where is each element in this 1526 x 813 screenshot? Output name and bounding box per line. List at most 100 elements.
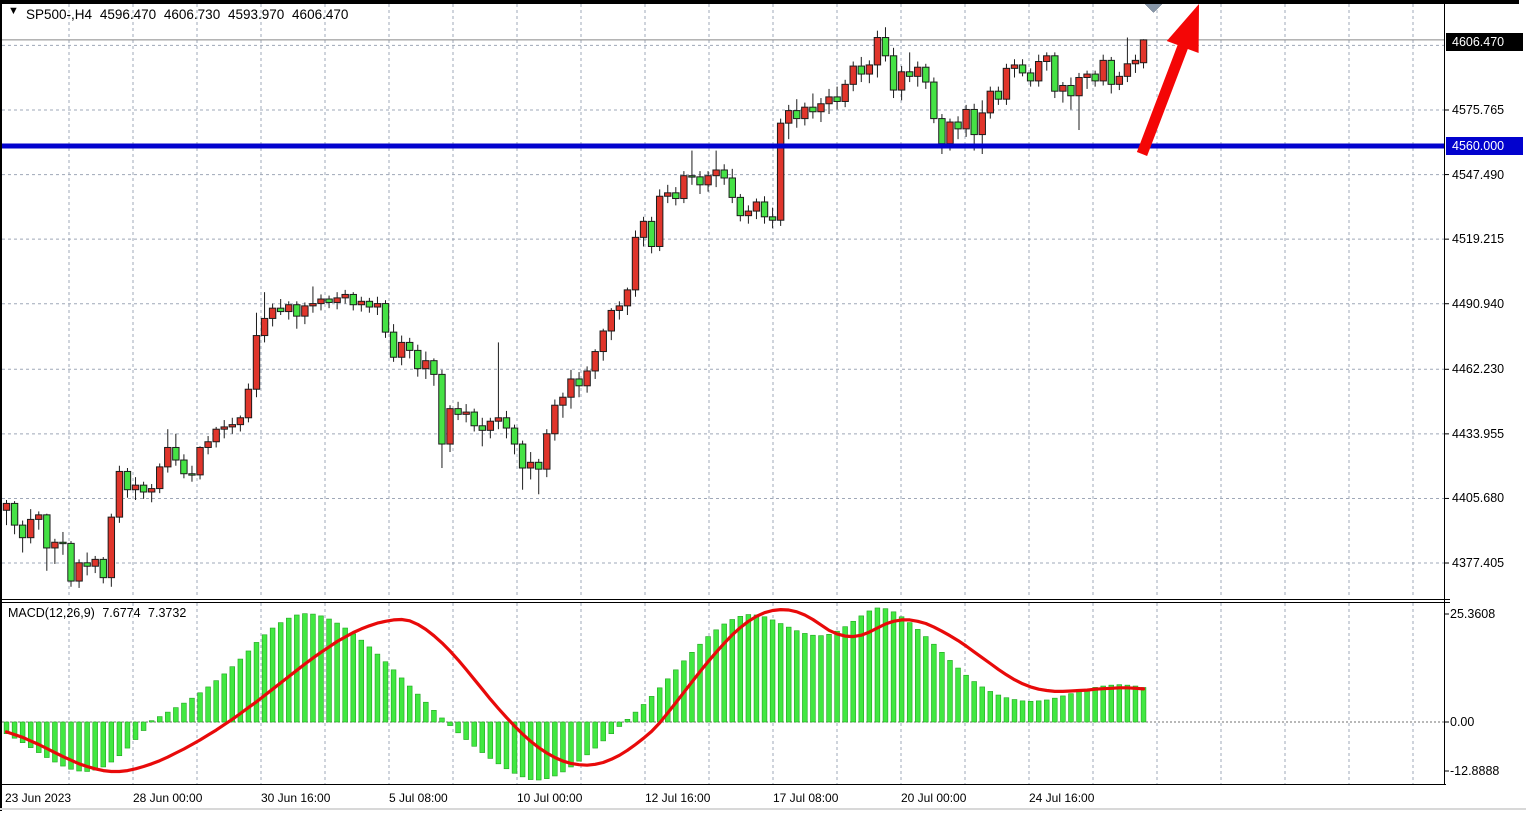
candle-down [478,425,486,431]
candle-up [1010,64,1019,69]
macd-histogram-bar [802,633,808,723]
candle-up [712,169,720,177]
candle-up [228,424,236,428]
candle-down [575,378,583,387]
macd-histogram-bar [955,667,961,723]
macd-histogram-bar [858,615,864,723]
candle-down [293,304,301,317]
macd-histogram-bar [729,619,735,723]
macd-histogram-bar [600,721,606,742]
candle-up [252,335,261,390]
macd-histogram-bar [608,721,615,734]
macd-histogram-bar [382,661,389,723]
candle-up [623,289,632,307]
candle-down [970,108,978,136]
macd-histogram-bar [100,721,106,768]
macd-histogram-bar [632,711,639,723]
macd-histogram-bar [640,704,647,723]
macd-histogram-bar [753,614,760,723]
macd-histogram-bar [987,691,994,723]
candle-up [244,388,253,419]
candle-down [510,427,519,445]
macd-histogram-bar [157,716,163,723]
macd-histogram-bar [1124,684,1131,723]
candle-up [51,541,59,549]
panel-separator-bottom[interactable] [0,602,1450,603]
macd-histogram-bar [1044,699,1050,723]
candle-up [373,303,382,308]
candle-down [43,514,51,549]
macd-histogram-bar [519,721,526,778]
macd-histogram-bar [36,721,42,753]
macd-histogram-bar [1092,687,1098,723]
macd-histogram-bar [229,666,235,723]
candle-up [285,304,293,313]
candle-up [422,360,430,370]
macd-histogram-bar [592,721,598,749]
candle-down [59,541,67,545]
candle-up [107,516,116,579]
macd-histogram-bar [931,643,937,723]
macd-histogram-bar [197,692,203,723]
macd-histogram-bar [947,660,953,723]
macd-histogram-bar [1116,684,1123,723]
candle-up [1075,76,1083,97]
macd-histogram-bar [777,623,784,723]
candle-down [930,81,938,120]
candle-up [615,305,624,311]
window-left-border [0,0,2,811]
macd-histogram-bar [277,622,284,723]
candle-down [938,118,946,145]
price-axis-border [1444,4,1445,784]
candle-up [1123,63,1132,77]
macd-histogram-bar [673,669,679,723]
horizontal-level-line [2,143,1444,149]
symbol-dropdown-icon[interactable]: ▼ [8,5,19,17]
candle-up [1099,59,1107,82]
candle-up [1139,39,1148,64]
candle-up [873,37,882,66]
candle-down [325,298,333,303]
candle-up [204,441,212,448]
candle-down [688,175,696,178]
candle-down [99,558,107,579]
scroll-marker-icon [1143,2,1164,13]
macd-signal-line [4,607,1146,774]
macd-histogram-bar [173,707,179,723]
macd-histogram-bar [898,616,905,723]
macd-histogram-bar [786,626,792,723]
macd-histogram-bar [552,721,558,777]
macd-histogram-bar [810,634,816,723]
candle-down [768,216,777,221]
macd-histogram-bar [979,686,985,723]
candle-up [526,461,535,469]
macd-histogram-bar [487,721,494,759]
macd-histogram-bar [713,629,719,723]
panel-separator-top[interactable] [0,599,1450,600]
macd-histogram-bar [318,615,324,723]
macd-histogram-bar [310,613,316,723]
candle-up [914,66,922,77]
candle-up [2,502,11,511]
candle-up [260,317,269,337]
macd-histogram-bar [511,721,518,774]
macd-histogram-bar [1100,685,1106,723]
macd-histogram-bar [745,614,752,723]
candle-down [123,470,132,491]
candle-down [180,459,188,475]
macd-histogram-bar [44,721,50,758]
macd-histogram-bar [92,721,98,771]
macd-histogram-bar [68,721,74,770]
candle-up [801,106,809,120]
macd-histogram-bar [834,630,840,723]
candle-up [599,330,607,353]
macd-histogram-bar [689,652,695,723]
candle-up [268,307,277,319]
macd-histogram-bar [826,634,832,723]
candle-up [462,411,470,415]
candle-up [744,210,753,217]
candle-down [454,408,462,415]
candle-up [147,488,156,493]
level-price-badge[interactable]: 4560.000 [1446,137,1523,155]
